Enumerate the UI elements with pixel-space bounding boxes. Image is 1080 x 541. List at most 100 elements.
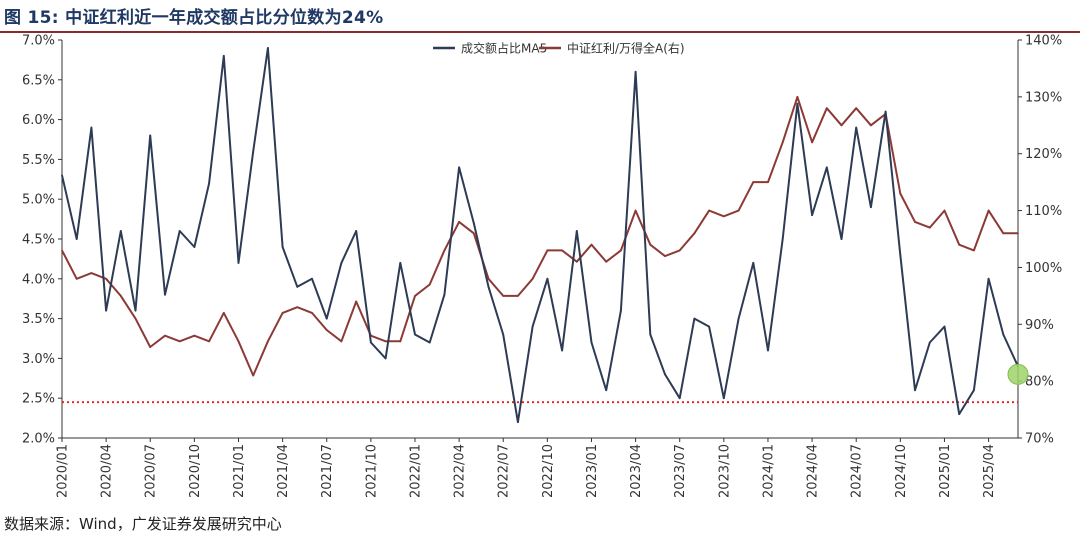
data-point <box>105 309 108 312</box>
right-tick-label: 80% <box>1025 375 1054 390</box>
data-point <box>487 285 490 288</box>
data-point <box>634 209 637 212</box>
data-point <box>928 226 931 229</box>
right-tick-label: 110% <box>1025 204 1062 219</box>
data-point <box>267 47 269 49</box>
data-point <box>561 349 563 352</box>
series-line-ma5 <box>61 47 1019 424</box>
data-point <box>399 340 402 343</box>
data-point <box>546 277 549 280</box>
right-tick-label: 140% <box>1025 34 1062 49</box>
x-tick-label: 2023/04 <box>629 444 644 498</box>
data-point <box>546 249 549 252</box>
data-point <box>972 249 975 252</box>
right-tick-label: 130% <box>1025 90 1062 105</box>
data-point <box>737 317 740 320</box>
x-tick-label: 2021/07 <box>320 444 335 498</box>
data-point <box>1017 232 1019 235</box>
title-bar: 图 15: 中证红利近一年成交额占比分位数为24% <box>0 0 1080 33</box>
data-point <box>825 107 828 110</box>
data-point <box>281 246 284 248</box>
data-point <box>1002 232 1005 235</box>
data-point <box>193 334 196 337</box>
data-point <box>443 293 446 296</box>
data-point <box>958 243 961 246</box>
data-point <box>399 261 402 264</box>
data-point <box>678 249 681 252</box>
data-point <box>531 277 534 280</box>
data-point <box>943 325 946 328</box>
data-point <box>767 349 769 352</box>
right-tick-label: 120% <box>1025 147 1062 162</box>
data-point <box>664 373 666 376</box>
data-point <box>61 174 63 177</box>
data-point <box>134 317 137 320</box>
data-point <box>164 334 166 337</box>
x-tick-label: 2024/07 <box>850 444 865 498</box>
data-point <box>840 124 843 127</box>
data-point <box>928 341 931 344</box>
data-point <box>325 329 328 331</box>
data-point <box>914 389 916 392</box>
axes-layer: 2.0% 2.5% 3.0% 3.5% 4.0% 4.5% 5.0% 5.5% 6.0% 6.5%… <box>22 34 1062 499</box>
data-point <box>222 312 225 314</box>
x-tick-label: 2025/04 <box>982 444 997 498</box>
data-point <box>619 249 622 252</box>
title-rule <box>0 31 1080 33</box>
data-point <box>972 389 975 392</box>
data-point <box>870 124 872 127</box>
left-tick-label: 2.5% <box>22 392 55 407</box>
data-point <box>899 254 902 256</box>
data-point <box>855 126 858 129</box>
x-tick-label: 2021/04 <box>276 444 291 498</box>
data-point <box>90 126 93 129</box>
left-tick-label: 6.5% <box>22 73 55 88</box>
data-point <box>443 249 446 252</box>
data-point <box>193 246 196 248</box>
data-point <box>752 261 755 264</box>
x-tick-label: 2022/01 <box>408 444 423 498</box>
data-point <box>311 277 313 280</box>
x-tick-label: 2024/01 <box>761 444 776 498</box>
data-point <box>796 95 799 98</box>
data-point <box>590 243 593 246</box>
left-tick-label: 7.0% <box>22 34 55 49</box>
data-point <box>340 261 343 264</box>
data-point <box>958 413 961 416</box>
data-point <box>311 312 313 314</box>
data-point <box>208 182 210 185</box>
data-point <box>267 340 269 343</box>
legend: 成交额占比MA5 中证红利/万得全A(右) <box>433 41 685 56</box>
data-point <box>517 421 519 423</box>
data-point <box>1002 333 1005 336</box>
data-point <box>369 341 372 344</box>
data-point <box>252 150 255 153</box>
chart: 2.0% 2.5% 3.0% 3.5% 4.0% 4.5% 5.0% 5.5% 6.0% 6.5%… <box>22 34 1062 499</box>
data-point <box>531 325 534 328</box>
x-tick-label: 2022/10 <box>541 444 556 498</box>
data-point <box>178 340 181 343</box>
data-point <box>384 340 387 343</box>
series-layer <box>61 47 1029 424</box>
data-point <box>502 333 505 336</box>
x-tick-label: 2020/10 <box>188 444 203 498</box>
left-tick-label: 2.0% <box>22 432 55 447</box>
data-point <box>384 357 387 360</box>
highlight-marker <box>1007 363 1029 385</box>
data-point <box>119 230 122 232</box>
right-tick-label: 90% <box>1025 318 1054 333</box>
data-point <box>237 261 240 264</box>
x-tick-label: 2022/04 <box>453 444 468 498</box>
data-point <box>296 285 299 288</box>
series-line-ratio <box>61 95 1018 377</box>
data-point <box>340 340 343 343</box>
data-point <box>884 110 887 113</box>
data-point <box>855 107 858 110</box>
data-point <box>708 209 711 212</box>
legend-label-ratio: 中证红利/万得全A(右) <box>567 41 685 56</box>
data-point <box>517 294 519 297</box>
data-point <box>561 249 563 252</box>
data-point <box>605 260 608 263</box>
data-point <box>664 255 666 257</box>
x-tick-label: 2023/07 <box>673 444 688 498</box>
